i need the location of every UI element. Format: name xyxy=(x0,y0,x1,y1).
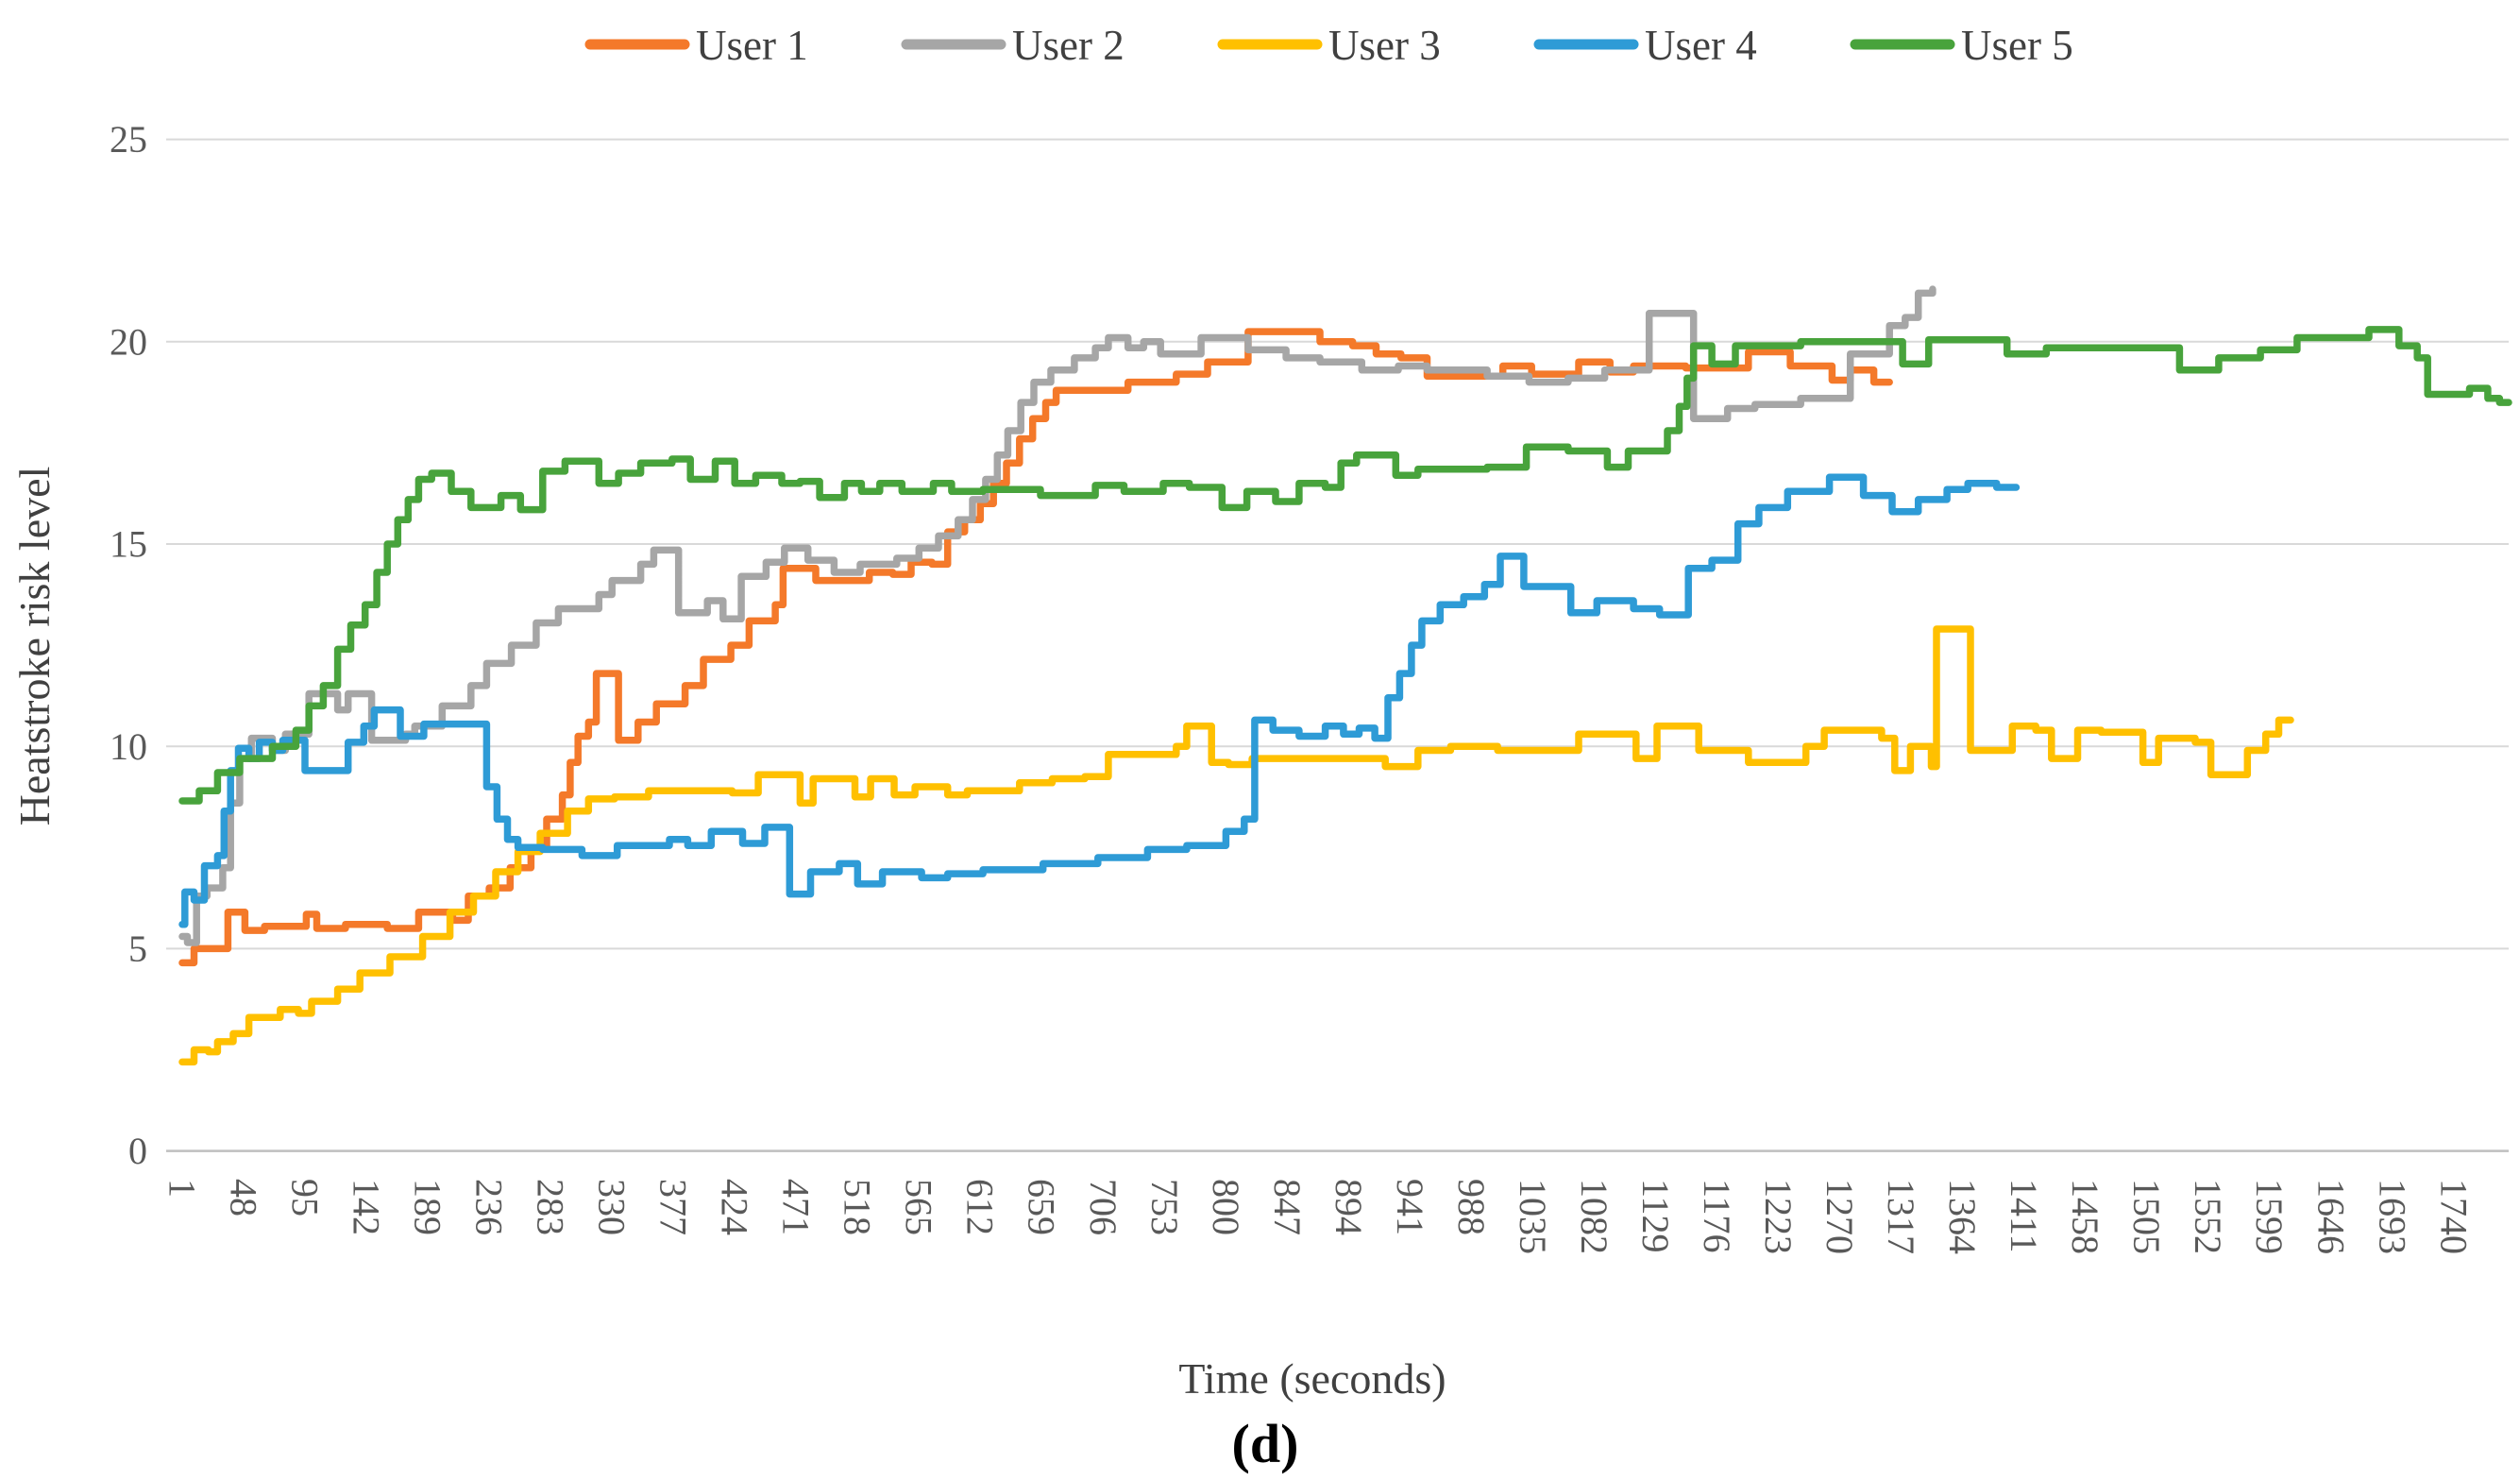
x-tick-label: 1176 xyxy=(1696,1179,1738,1253)
x-tick-label: 1646 xyxy=(2309,1179,2352,1254)
x-tick-label: 1270 xyxy=(1818,1179,1861,1254)
legend-item-user-4: User 4 xyxy=(1533,22,1757,69)
y-tick-label: 15 xyxy=(110,523,147,566)
y-axis-tick-labels: 0 5 10 15 20 25 xyxy=(110,118,147,1172)
x-tick-label: 612 xyxy=(959,1179,1002,1235)
x-tick-label: 189 xyxy=(406,1179,448,1235)
series-line-user-5 xyxy=(178,326,2512,805)
legend-item-user-3: User 3 xyxy=(1217,22,1441,69)
x-tick-label: 518 xyxy=(837,1179,879,1235)
x-tick-label: 95 xyxy=(283,1179,326,1216)
x-tick-label: 894 xyxy=(1328,1179,1370,1235)
x-tick-label: 1552 xyxy=(2187,1179,2229,1254)
x-tick-label: 471 xyxy=(775,1179,818,1235)
series-lines xyxy=(178,285,2512,1066)
y-tick-label: 10 xyxy=(110,725,147,768)
y-tick-label: 20 xyxy=(110,320,147,363)
x-tick-label: 1317 xyxy=(1880,1179,1922,1254)
x-tick-label: 1740 xyxy=(2432,1179,2475,1254)
x-tick-label: 1364 xyxy=(1941,1179,1984,1254)
x-axis-tick-labels: 1 48 95 142 189 236 283 330 377 424 471 518 565 612 65… xyxy=(161,1179,2475,1254)
legend-label-user-4: User 4 xyxy=(1645,22,1757,69)
x-tick-label: 753 xyxy=(1143,1179,1186,1235)
x-tick-label: 236 xyxy=(468,1179,511,1235)
x-tick-label: 424 xyxy=(714,1179,756,1235)
x-tick-label: 1035 xyxy=(1512,1179,1554,1254)
series-line-user-4 xyxy=(178,473,2021,928)
x-tick-label: 706 xyxy=(1082,1179,1125,1235)
x-tick-label: 1599 xyxy=(2248,1179,2291,1254)
x-tick-label: 1082 xyxy=(1573,1179,1615,1254)
x-tick-label: 988 xyxy=(1450,1179,1493,1235)
x-tick-label: 1129 xyxy=(1634,1179,1677,1253)
x-tick-label: 1223 xyxy=(1757,1179,1800,1254)
legend-label-user-1: User 1 xyxy=(696,22,808,69)
x-tick-label: 142 xyxy=(345,1179,387,1235)
y-axis-title: Heatstroke risk level xyxy=(10,467,59,826)
x-axis-title: Time (seconds) xyxy=(1178,1354,1446,1403)
x-tick-label: 377 xyxy=(652,1179,695,1235)
chart-legend: User 1 User 2 User 3 User 4 User 5 xyxy=(584,22,2073,69)
x-tick-label: 659 xyxy=(1021,1179,1063,1235)
x-tick-label: 565 xyxy=(898,1179,940,1235)
series-line-user-2 xyxy=(178,285,1937,946)
y-tick-label: 0 xyxy=(128,1130,147,1172)
legend-label-user-5: User 5 xyxy=(1961,22,2073,69)
x-tick-label: 330 xyxy=(591,1179,634,1235)
legend-item-user-1: User 1 xyxy=(584,22,808,69)
x-tick-label: 847 xyxy=(1266,1179,1309,1235)
x-tick-label: 1458 xyxy=(2064,1179,2106,1254)
x-tick-label: 1 xyxy=(161,1179,203,1198)
x-tick-label: 48 xyxy=(222,1179,264,1216)
series-line-user-3 xyxy=(178,625,2294,1066)
x-tick-label: 1505 xyxy=(2125,1179,2168,1254)
figure-caption: (d) xyxy=(1232,1413,1299,1474)
x-tick-label: 1693 xyxy=(2371,1179,2413,1254)
x-tick-label: 283 xyxy=(530,1179,572,1235)
legend-item-user-2: User 2 xyxy=(901,22,1125,69)
x-tick-label: 941 xyxy=(1389,1179,1431,1235)
y-tick-label: 25 xyxy=(110,118,147,161)
x-tick-label: 1411 xyxy=(2003,1179,2045,1253)
x-tick-label: 800 xyxy=(1205,1179,1247,1235)
gridlines xyxy=(166,138,2509,1152)
y-tick-label: 5 xyxy=(128,927,147,970)
legend-item-user-5: User 5 xyxy=(1850,22,2073,69)
legend-label-user-2: User 2 xyxy=(1012,22,1125,69)
legend-label-user-3: User 3 xyxy=(1328,22,1441,69)
